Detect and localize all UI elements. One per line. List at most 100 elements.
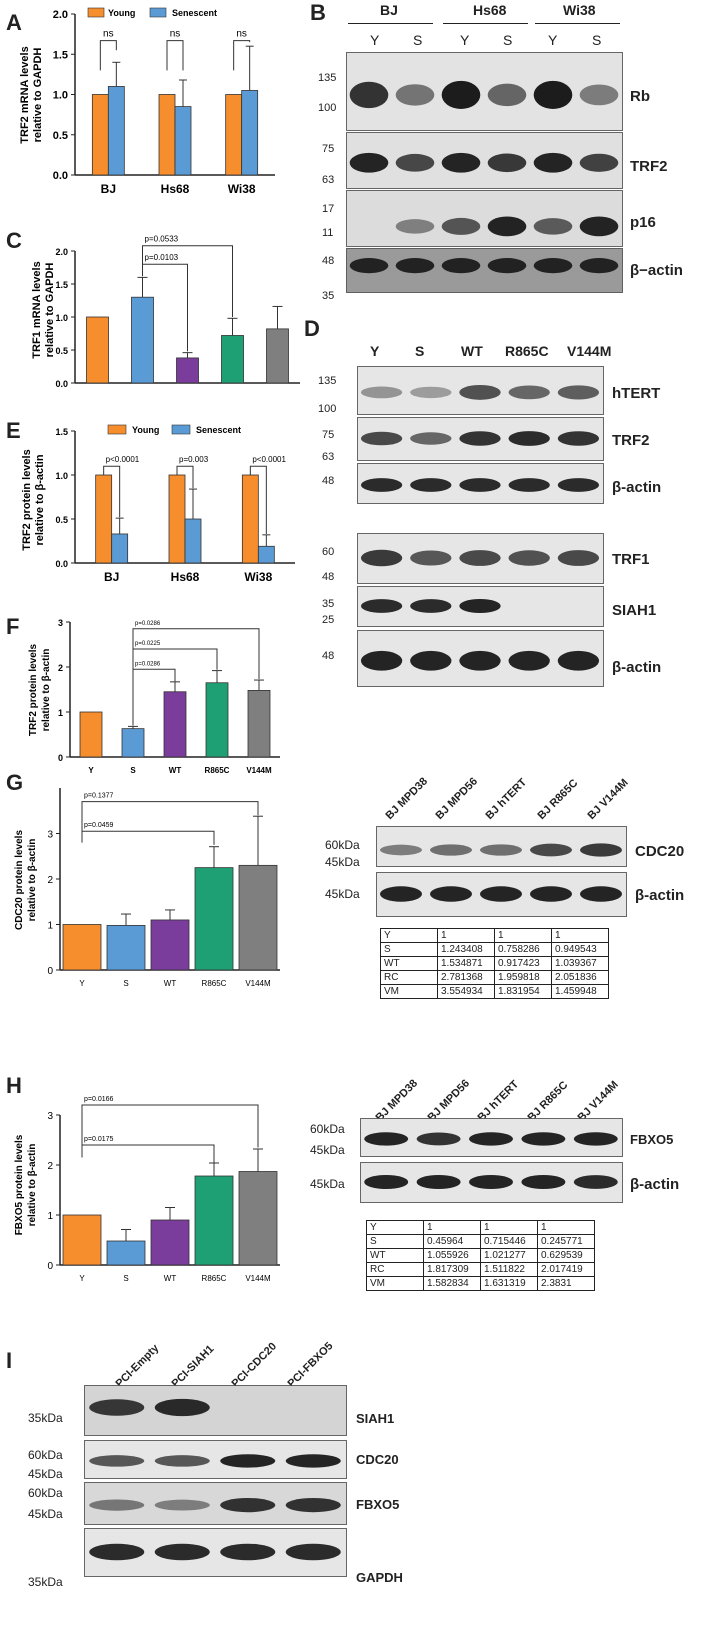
table-cell: 0.758286 [494, 942, 552, 957]
blotb-label-trf2: TRF2 [630, 158, 668, 175]
bloth-band [468, 1174, 514, 1190]
significance-label: p=0.0459 [84, 822, 113, 829]
blotd-band [410, 478, 452, 492]
table-cell: 3.554934 [437, 984, 495, 999]
blotb-lane: S [503, 32, 513, 48]
blotb-group-wi38: Wi38 [563, 2, 596, 18]
bar-y [62, 924, 102, 971]
blotd-band [410, 386, 452, 399]
chart-c: 0.0 0.5 1.0 1.5 2.0 TRF1 mRNA levelsrelative … [31, 235, 300, 389]
bloth-band [416, 1132, 461, 1146]
blotd-band [459, 431, 501, 446]
table-cell: WT [366, 1248, 424, 1263]
blotd-band [410, 432, 452, 445]
blotb-lane: Y [370, 32, 380, 48]
blotg-lane: BJ MPD56 [433, 775, 481, 822]
blotd-mw: 100 [318, 403, 337, 415]
category-label: Hs68 [171, 570, 200, 584]
table-cell: 0.245771 [537, 1234, 595, 1249]
blotb-band [579, 216, 619, 237]
category-label: V144M [245, 979, 271, 988]
bar-young-bj [95, 474, 113, 564]
table-cell: 1 [551, 928, 609, 943]
blotb-band [395, 84, 435, 106]
chart-g: 0 1 2 3 CDC20 protein levels relative to β-ac… [14, 788, 280, 988]
table-row: RC 2.781368 1.959818 2.051836 [380, 970, 609, 985]
blotb-band [441, 80, 481, 109]
blotg-mw: 60kDa [325, 838, 360, 852]
blotd-band [557, 431, 600, 446]
blotd-band [459, 384, 501, 400]
bloth-band [416, 1174, 461, 1190]
bar-s [106, 1240, 146, 1266]
blotI-mw: 60kDa [28, 1448, 63, 1462]
blotb-band [349, 81, 389, 109]
blotd-label-siah1: SIAH1 [612, 602, 657, 619]
bar-v144m [238, 1171, 278, 1266]
legend-swatch-young [87, 7, 105, 18]
blotb-mw: 11 [322, 227, 334, 239]
category-label: R865C [202, 1274, 227, 1283]
blotI-band [285, 1454, 341, 1468]
bar-wt [163, 691, 187, 758]
y-tick-label: 3 [47, 830, 53, 841]
blotI-band [89, 1455, 145, 1467]
significance-label: p=0.1377 [84, 793, 113, 800]
blotI-band [285, 1497, 341, 1513]
bar-r865c [194, 867, 234, 971]
bar-r865c [194, 1175, 234, 1266]
blotb-band [441, 152, 481, 173]
category-label: WT [164, 979, 177, 988]
table-row: VM 1.582834 1.631319 2.3831 [366, 1276, 595, 1291]
table-cell: 0.917423 [494, 956, 552, 971]
y-tick-label: 0.0 [55, 559, 68, 569]
blotg-lane: BJ V144M [585, 776, 631, 822]
significance-bracket [132, 648, 218, 670]
legend-swatch-senescent [149, 7, 167, 18]
blotb-group-line [443, 23, 528, 24]
blotd-band [360, 478, 403, 492]
bar-y [62, 1214, 102, 1266]
panel-label-g: G [6, 770, 24, 795]
category-label: V144M [245, 1274, 271, 1283]
significance-bracket [176, 465, 194, 489]
table-cell: 2.017419 [537, 1262, 595, 1277]
blotI-lane: PCI-Empty [113, 1342, 162, 1390]
category-label: BJ [104, 570, 119, 584]
blotb-band [533, 218, 573, 235]
blotI-label-fbxo5: FBXO5 [356, 1497, 400, 1512]
legend-swatch-young [107, 424, 127, 435]
blotb-band [349, 152, 389, 173]
y-tick-label: 1.0 [55, 313, 68, 323]
table-cell: RC [380, 970, 438, 985]
category-label: S [123, 979, 128, 988]
bar-s [106, 925, 146, 971]
blotI-label-siah1: SIAH1 [356, 1411, 395, 1426]
table-cell: Y [380, 928, 438, 943]
blotb-mw: 75 [322, 143, 335, 155]
blotb-band [395, 257, 435, 274]
blotb-band [579, 84, 619, 106]
blotb-band [579, 153, 619, 172]
bar-young-wi38 [241, 474, 259, 564]
table-cell: 1.055926 [423, 1248, 481, 1263]
blotI-mw: 35kDa [28, 1411, 63, 1425]
bloth-band [468, 1132, 514, 1146]
significance-bracket [81, 1104, 259, 1148]
blotd-lane: V144M [567, 343, 612, 359]
blotb-mw: 17 [322, 203, 335, 215]
blotg-lane: BJ MPD38 [383, 775, 431, 822]
panel-label-h: H [6, 1073, 22, 1098]
y-tick-label: 3 [58, 618, 63, 628]
blotd-label-actin2: β-actin [612, 659, 662, 676]
y-tick-label: 2.0 [55, 247, 68, 257]
blotb-band [533, 80, 573, 109]
chart-e: 0.0 0.5 1.0 1.5 TRF2 protein levelsrelative … [21, 424, 295, 584]
significance-label: p<0.0001 [106, 455, 140, 464]
blotd-mw: 25 [322, 614, 335, 626]
bar-senescent-bj [107, 86, 125, 176]
y-axis-title: FBXO5 protein levels relative to β-actin [14, 1134, 38, 1235]
blotd-band [557, 385, 600, 400]
